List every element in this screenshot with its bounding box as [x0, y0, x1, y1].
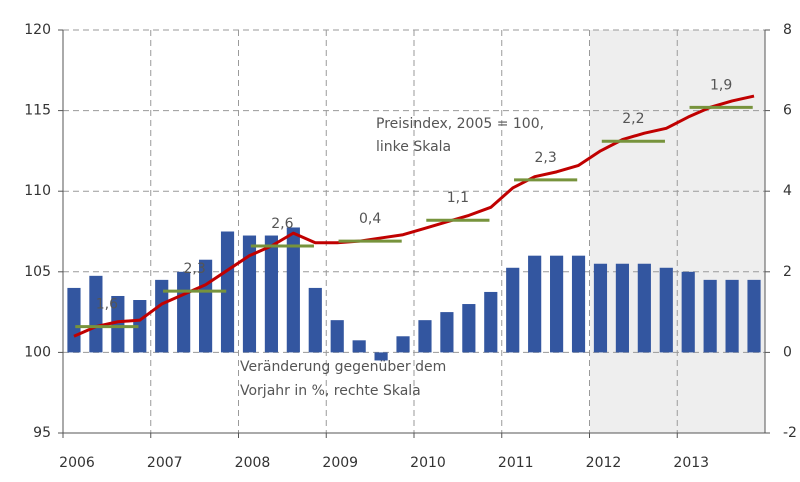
bar	[111, 295, 125, 353]
bar	[396, 336, 410, 353]
x-tick-label: 2008	[235, 455, 271, 471]
bar	[637, 263, 651, 353]
bar	[462, 304, 476, 353]
bar	[571, 255, 586, 353]
annual-change-label: 1,1	[447, 190, 469, 206]
bar	[67, 287, 81, 353]
bar	[374, 352, 388, 361]
bar	[659, 267, 673, 353]
annual-change-label: 2,3	[534, 150, 556, 166]
x-tick-label: 2007	[147, 455, 183, 471]
y-tick-label: 95	[33, 425, 51, 441]
x-tick-label: 2006	[59, 455, 95, 471]
bar	[242, 235, 257, 353]
x-tick-label: 2009	[322, 455, 358, 471]
bar	[220, 231, 235, 353]
bar	[418, 320, 432, 353]
bar	[725, 279, 739, 353]
bar	[155, 279, 169, 353]
bar	[352, 340, 366, 353]
bar	[308, 287, 322, 353]
y-tick-label: 110	[24, 183, 51, 199]
annotation: Preisindex, 2005 = 100,	[376, 116, 544, 132]
x-tick-label: 2013	[673, 455, 709, 471]
bar	[89, 275, 103, 353]
annotation: Vorjahr in %, rechte Skala	[240, 383, 421, 399]
bar	[593, 263, 608, 353]
x-tick-label: 2011	[498, 455, 534, 471]
annual-change-label: 2,2	[622, 111, 644, 127]
annual-change-label: 1,9	[710, 77, 732, 93]
y-tick-label: 120	[24, 22, 51, 38]
bar	[528, 255, 542, 353]
y2-tick-label: -2	[783, 425, 797, 441]
bar	[681, 271, 695, 353]
y-tick-label: 105	[24, 264, 51, 280]
y2-tick-label: 4	[783, 183, 792, 199]
annual-change-label: 2,6	[271, 216, 293, 232]
bar	[615, 263, 629, 353]
y2-tick-label: 0	[783, 344, 792, 360]
annual-change-label: 2,3	[183, 261, 205, 277]
y2-tick-label: 2	[783, 264, 792, 280]
bar	[330, 320, 344, 353]
bar	[286, 227, 300, 353]
annotation: linke Skala	[376, 139, 451, 155]
bar	[440, 312, 454, 353]
annotation: Veränderung gegenüber dem	[240, 359, 446, 375]
annual-change-label: 0,4	[359, 211, 381, 227]
price-line	[73, 94, 755, 338]
bar	[484, 291, 498, 353]
bar	[133, 300, 147, 353]
bar	[177, 271, 191, 353]
y2-tick-label: 8	[783, 22, 792, 38]
bar	[264, 235, 278, 353]
annual-change-label: 1,6	[96, 297, 118, 313]
x-tick-label: 2012	[586, 455, 622, 471]
x-tick-label: 2010	[410, 455, 446, 471]
bar	[747, 279, 761, 353]
bar	[550, 255, 564, 353]
y-tick-label: 115	[24, 103, 51, 119]
bar	[506, 267, 520, 353]
bar	[703, 279, 717, 353]
y2-tick-label: 6	[783, 103, 792, 119]
y-tick-label: 100	[24, 344, 51, 360]
